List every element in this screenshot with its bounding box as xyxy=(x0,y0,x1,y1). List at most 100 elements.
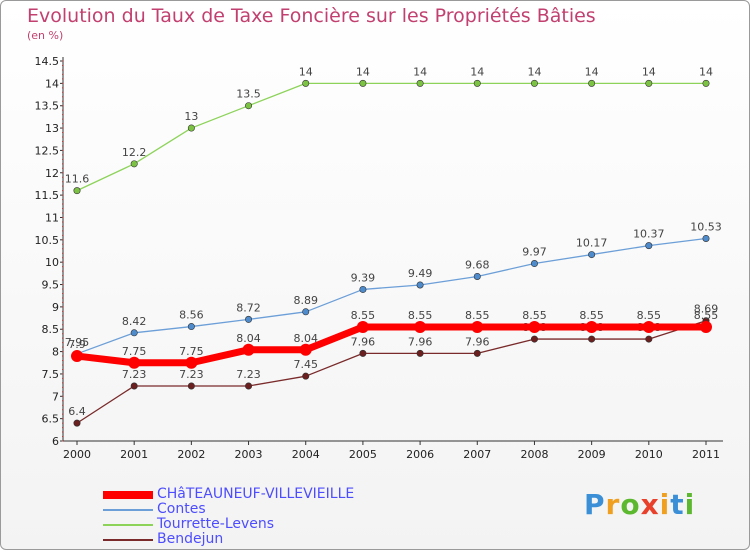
data-point xyxy=(473,79,481,87)
x-tick-label: 2010 xyxy=(635,448,663,461)
y-tick-label: 13 xyxy=(45,122,59,135)
y-tick-label: 8 xyxy=(52,346,59,359)
y-tick-label: 8.5 xyxy=(42,323,60,336)
data-point xyxy=(702,79,710,87)
data-point xyxy=(530,79,538,87)
y-tick-label: 6.5 xyxy=(42,413,60,426)
data-label: 11.6 xyxy=(65,173,90,186)
data-label: 13 xyxy=(184,110,198,123)
data-point xyxy=(245,382,253,390)
chart-title: Evolution du Taux de Taxe Foncière sur l… xyxy=(27,5,596,27)
data-label: 14 xyxy=(642,65,656,78)
legend-label-contes: Contes xyxy=(157,501,206,517)
data-point xyxy=(588,79,596,87)
data-label: 10.37 xyxy=(633,228,665,241)
data-point xyxy=(359,79,367,87)
data-point xyxy=(359,285,367,293)
logo-letter: i xyxy=(684,488,696,521)
y-tick-label: 14.5 xyxy=(35,55,60,68)
data-point xyxy=(73,187,81,195)
data-point xyxy=(359,349,367,357)
data-label: 10.53 xyxy=(690,220,722,233)
data-point xyxy=(187,124,195,132)
data-label: 8.69 xyxy=(694,303,719,316)
data-point xyxy=(187,323,195,331)
data-label: 14 xyxy=(356,65,370,78)
data-point xyxy=(530,260,538,268)
series-line xyxy=(76,323,706,367)
data-point xyxy=(588,335,596,343)
data-label: 14 xyxy=(527,65,541,78)
data-point xyxy=(130,382,138,390)
data-label: 8.55 xyxy=(694,309,719,322)
data-label: 8.04 xyxy=(293,332,318,345)
data-label: 7.96 xyxy=(351,335,376,348)
data-point xyxy=(416,281,424,289)
logo-letter: t xyxy=(670,488,685,521)
data-label: 7.23 xyxy=(179,368,204,381)
data-label: 7.23 xyxy=(236,368,261,381)
data-label: 8.89 xyxy=(293,294,318,307)
legend-swatch-tourrette xyxy=(103,523,153,526)
y-tick-label: 9.5 xyxy=(42,279,60,292)
legend-label-bendejun: Bendejun xyxy=(157,531,224,547)
data-label: 8.42 xyxy=(122,315,147,328)
data-label: 6.4 xyxy=(68,405,86,418)
y-tick-label: 12.5 xyxy=(35,144,60,157)
x-tick-label: 2004 xyxy=(292,448,320,461)
data-point xyxy=(299,343,312,356)
series-line xyxy=(76,237,707,355)
legend-swatch-bendejun xyxy=(103,538,153,541)
data-point xyxy=(302,79,310,87)
x-tick-label: 2003 xyxy=(235,448,263,461)
data-label: 8.04 xyxy=(236,332,261,345)
y-tick-label: 11 xyxy=(45,211,59,224)
data-point xyxy=(185,356,198,369)
data-label: 7.75 xyxy=(179,345,204,358)
series-line xyxy=(76,82,706,192)
logo-letter: r xyxy=(605,488,621,521)
logo-letter: x xyxy=(640,488,660,521)
data-label: 7.23 xyxy=(122,368,147,381)
data-label: 7.95 xyxy=(65,336,90,349)
data-label: 13.5 xyxy=(236,88,261,101)
data-label: 7.96 xyxy=(408,335,433,348)
data-point xyxy=(416,79,424,87)
data-label: 8.72 xyxy=(236,301,261,314)
y-tick-label: 7 xyxy=(52,390,59,403)
data-label: 7.9 xyxy=(68,338,86,351)
data-point xyxy=(528,321,541,333)
legend-label-tourrette: Tourrette-Levens xyxy=(157,516,275,532)
y-tick-label: 11.5 xyxy=(35,189,60,202)
legend-item-bendejun: Bendejun xyxy=(103,532,354,547)
data-point xyxy=(245,315,253,323)
x-tick-label: 2007 xyxy=(463,448,491,461)
legend-swatch-contes xyxy=(103,508,153,511)
logo-letter: P xyxy=(584,488,606,521)
y-tick-label: 14 xyxy=(45,77,59,90)
data-label: 10.17 xyxy=(576,237,608,250)
data-point xyxy=(245,102,253,110)
data-point xyxy=(130,329,138,337)
data-label: 8.55 xyxy=(465,309,490,322)
y-tick-label: 10.5 xyxy=(35,234,60,247)
data-point xyxy=(302,308,310,316)
data-point xyxy=(585,321,598,333)
data-label: 9.68 xyxy=(465,258,490,271)
data-point xyxy=(73,419,81,427)
data-label: 8.55 xyxy=(408,309,433,322)
data-label: 12.2 xyxy=(122,146,147,159)
data-label: 14 xyxy=(699,65,713,78)
data-point xyxy=(700,321,712,333)
data-point xyxy=(71,350,83,363)
x-tick-label: 2008 xyxy=(520,448,548,461)
series-ch-teauneuf-villevieille: 7.9 7.75 7.75 8.04 8.04 8.55 8.55 8.55 8.55 8.55 8… xyxy=(68,309,718,369)
proxiti-logo: Proxiti xyxy=(584,488,695,521)
x-tick-label: 2006 xyxy=(406,448,434,461)
data-label: 14 xyxy=(585,65,599,78)
data-label: 8.56 xyxy=(179,309,204,322)
y-tick-label: 13.5 xyxy=(35,100,60,113)
data-point xyxy=(242,343,255,356)
x-tick-label: 2000 xyxy=(63,448,91,461)
